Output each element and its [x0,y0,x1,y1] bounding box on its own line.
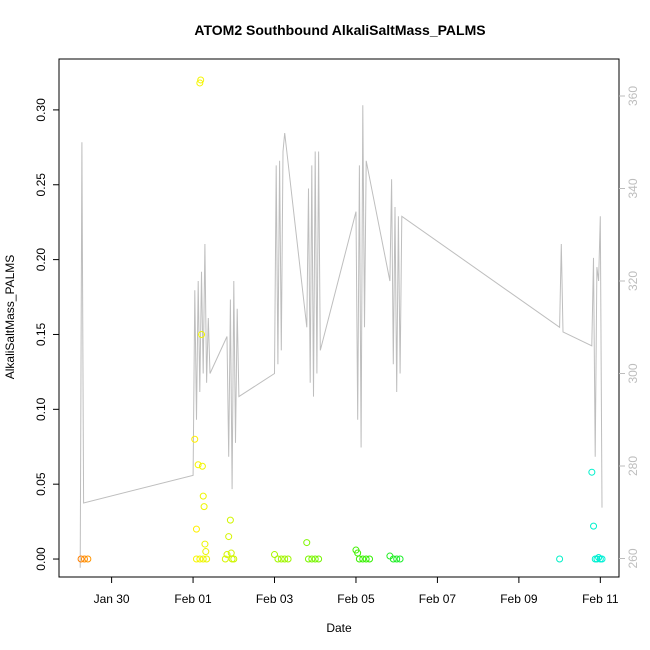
plot-area: Jan 30 Feb 01 Feb 03 Feb 05 Feb 07 Feb 09 Feb … [34,58,640,606]
data-point [196,555,204,563]
data-point [303,539,311,547]
y2-tick-label: 340 [626,178,640,198]
data-point [308,555,316,563]
data-point [281,555,289,563]
data-point [200,503,208,511]
data-point [199,492,207,500]
x-tick-label: Jan 30 [94,592,130,606]
y-tick-label: 0.30 [34,98,48,122]
y-tick-label: 0.15 [34,322,48,346]
data-point [590,522,598,530]
data-point [359,555,367,563]
data-point [396,555,404,563]
data-point [311,555,319,563]
data-point [595,554,603,562]
y2-tick-label: 360 [626,86,640,106]
data-point [192,555,200,563]
data-point [277,555,285,563]
data-point [80,555,88,563]
data-point [201,540,209,548]
data-point [355,555,363,563]
data-point [198,462,206,470]
y-tick-label: 0.00 [34,547,48,571]
data-point [223,551,231,559]
altitude-line [79,105,603,568]
data-point [194,461,202,469]
data-point [271,551,279,559]
y2-tick-label: 260 [626,548,640,568]
x-tick-label: Feb 07 [419,592,457,606]
data-point [199,555,207,563]
data-point [389,555,397,563]
data-point [84,555,92,563]
data-point [192,525,200,533]
data-point [191,435,199,443]
chart-title: ATOM2 Southbound AlkaliSaltMass_PALMS [194,22,485,38]
data-point [221,555,229,563]
x-tick-label: Feb 03 [256,592,294,606]
data-point [77,555,85,563]
data-point [274,555,282,563]
y-tick-label: 0.10 [34,397,48,421]
data-point [196,79,204,87]
data-point [598,555,606,563]
data-point [593,555,601,563]
data-point [393,555,401,563]
data-point [226,516,234,524]
y-tick-label: 0.25 [34,173,48,197]
data-point [198,330,206,338]
x-axis-label: Date [326,621,352,635]
x-tick-label: Feb 05 [337,592,375,606]
x-tick-label: Feb 11 [582,592,619,606]
y2-tick-label: 280 [626,456,640,476]
y-tick-label: 0.05 [34,472,48,496]
data-point [366,555,374,563]
data-point [197,76,205,84]
y2-tick-label: 300 [626,363,640,383]
data-point [284,555,292,563]
data-point [556,555,564,563]
data-point [315,555,323,563]
y-axis-label: AlkaliSaltMass_PALMS [3,255,17,380]
data-point [362,555,370,563]
data-point [225,533,233,541]
data-point [202,548,210,556]
plot-frame [58,58,620,578]
data-point [588,468,596,476]
x-tick-label: Feb 09 [500,592,538,606]
data-point [304,555,312,563]
y-tick-label: 0.20 [34,248,48,272]
data-point [203,555,211,563]
x-tick-label: Feb 01 [174,592,212,606]
y2-tick-label: 320 [626,271,640,291]
data-point [230,555,238,563]
